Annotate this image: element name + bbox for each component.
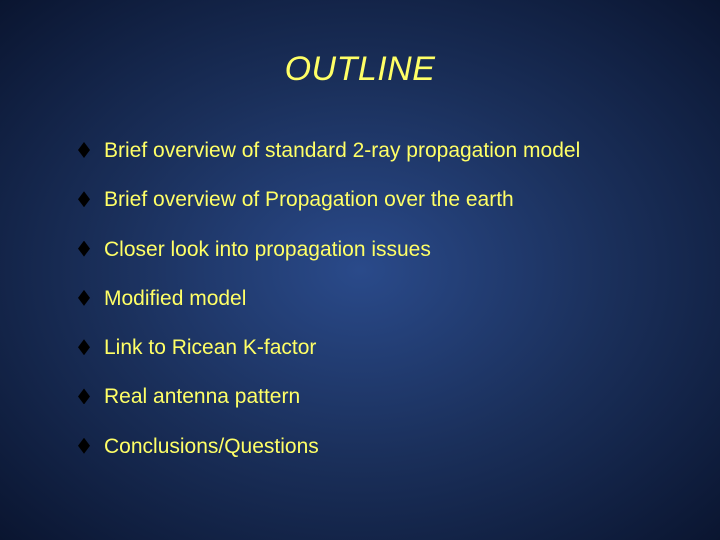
diamond-icon — [78, 438, 90, 454]
bullet-text: Modified model — [104, 285, 660, 312]
slide-container: OUTLINE Brief overview of standard 2-ray… — [0, 0, 720, 540]
slide-title: OUTLINE — [60, 50, 660, 89]
bullet-text: Link to Ricean K-factor — [104, 334, 660, 361]
diamond-icon — [78, 339, 90, 355]
diamond-icon — [78, 388, 90, 404]
list-item: Conclusions/Questions — [78, 433, 660, 460]
list-item: Real antenna pattern — [78, 383, 660, 410]
list-item: Brief overview of Propagation over the e… — [78, 186, 660, 213]
list-item: Link to Ricean K-factor — [78, 334, 660, 361]
bullet-text: Brief overview of standard 2-ray propaga… — [104, 137, 660, 164]
bullet-text: Real antenna pattern — [104, 383, 660, 410]
diamond-icon — [78, 191, 90, 207]
list-item: Closer look into propagation issues — [78, 236, 660, 263]
diamond-icon — [78, 241, 90, 257]
bullet-text: Brief overview of Propagation over the e… — [104, 186, 660, 213]
diamond-icon — [78, 142, 90, 158]
list-item: Modified model — [78, 285, 660, 312]
bullet-text: Closer look into propagation issues — [104, 236, 660, 263]
list-item: Brief overview of standard 2-ray propaga… — [78, 137, 660, 164]
bullet-text: Conclusions/Questions — [104, 433, 660, 460]
diamond-icon — [78, 290, 90, 306]
bullet-list: Brief overview of standard 2-ray propaga… — [60, 137, 660, 460]
